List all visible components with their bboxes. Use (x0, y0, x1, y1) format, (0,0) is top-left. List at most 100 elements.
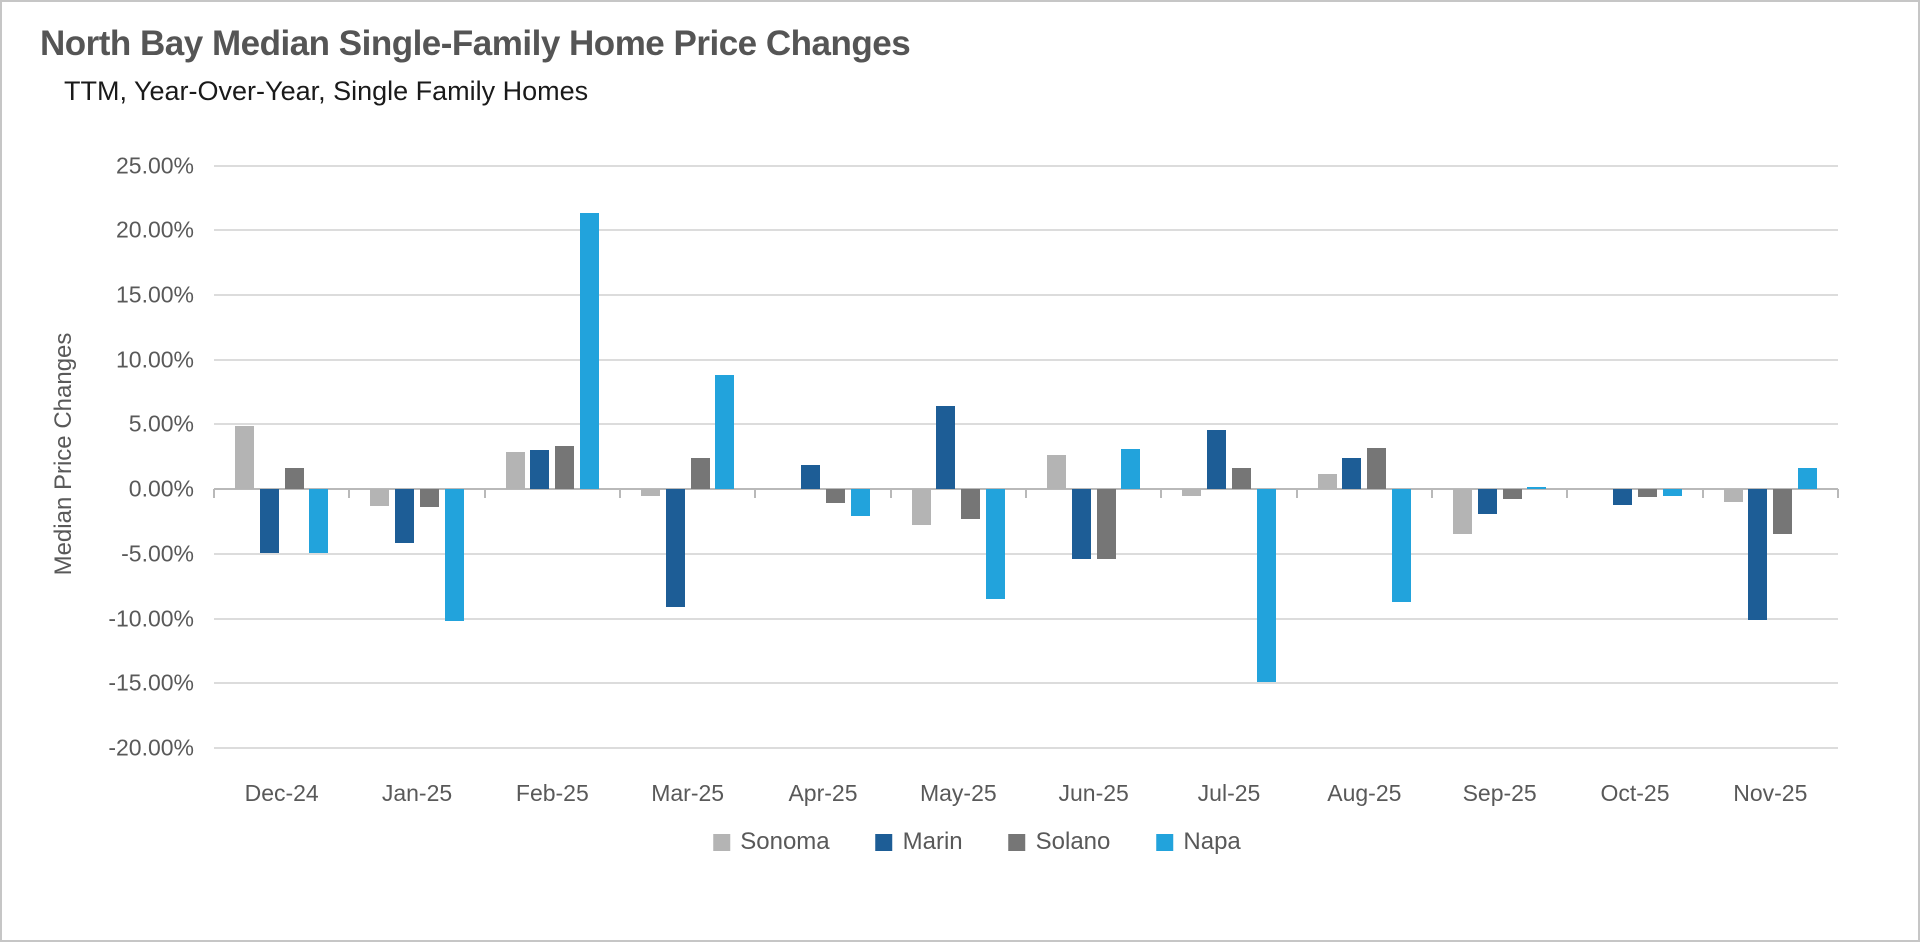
bar-sonoma-feb-25 (505, 451, 525, 490)
bar-sonoma-jun-25 (1047, 455, 1067, 490)
x-tick-label-apr-25: Apr-25 (788, 780, 858, 806)
bar-solano-jun-25 (1096, 489, 1116, 559)
x-axis-tick (1431, 489, 1433, 499)
legend-swatch-solano (1008, 833, 1026, 851)
bar-sonoma-nov-25 (1723, 489, 1743, 503)
bar-solano-jan-25 (419, 489, 439, 508)
x-tick-label-mar-25: Mar-25 (651, 780, 725, 806)
bar-marin-sep-25 (1477, 489, 1497, 514)
bar-solano-jul-25 (1231, 468, 1251, 490)
bar-marin-oct-25 (1613, 489, 1633, 505)
bar-sonoma-sep-25 (1453, 489, 1473, 535)
bar-napa-feb-25 (579, 213, 599, 490)
legend-label-marin: Marin (902, 828, 963, 855)
y-tick-label: 15.00% (115, 281, 194, 308)
x-axis-tick (1025, 489, 1027, 499)
y-tick-label: 20.00% (115, 216, 194, 243)
bar-solano-mar-25 (690, 458, 710, 490)
y-tick-label: -10.00% (108, 605, 194, 632)
bar-napa-oct-25 (1662, 489, 1682, 496)
x-tick-label-jul-25: Jul-25 (1197, 780, 1261, 806)
gridline--5.00% (214, 552, 1838, 555)
bar-solano-nov-25 (1773, 489, 1793, 535)
x-axis-tick (1295, 489, 1298, 499)
gridline--10.00% (214, 617, 1838, 620)
bar-marin-mar-25 (665, 489, 685, 607)
bar-napa-jul-25 (1256, 489, 1276, 682)
bar-sonoma-jul-25 (1182, 489, 1202, 496)
y-tick-label: -5.00% (121, 540, 194, 567)
y-tick-label: 0.00% (128, 475, 194, 502)
bar-sonoma-mar-25 (641, 489, 661, 496)
bar-marin-may-25 (936, 406, 956, 490)
bar-marin-dec-24 (259, 489, 279, 553)
legend-label-napa: Napa (1183, 828, 1241, 855)
gridline-5.00% (214, 423, 1838, 426)
x-axis-tick (1566, 489, 1569, 499)
bar-solano-feb-25 (555, 446, 575, 490)
bar-marin-apr-25 (801, 464, 821, 490)
legend-swatch-sonoma (713, 833, 731, 851)
gridline-20.00% (214, 229, 1838, 232)
bar-marin-nov-25 (1748, 489, 1768, 620)
legend-item-sonoma: Sonoma (713, 828, 830, 856)
y-tick-label: 5.00% (128, 410, 194, 437)
legend-label-sonoma: Sonoma (740, 828, 830, 855)
bar-napa-mar-25 (715, 375, 735, 490)
x-axis-tick (213, 489, 215, 499)
bar-napa-jan-25 (444, 489, 464, 622)
x-axis-tick (348, 489, 351, 499)
x-tick-label-oct-25: Oct-25 (1600, 780, 1670, 806)
bar-solano-sep-25 (1502, 489, 1522, 500)
bar-marin-jan-25 (395, 489, 415, 544)
legend-item-marin: Marin (875, 828, 963, 856)
gridline--15.00% (214, 682, 1838, 685)
bar-marin-aug-25 (1342, 458, 1362, 490)
bar-napa-jun-25 (1121, 448, 1141, 490)
bar-napa-sep-25 (1527, 486, 1547, 490)
x-axis-tick (1837, 489, 1839, 499)
gridline-25.00% (214, 164, 1838, 167)
x-tick-label-feb-25: Feb-25 (515, 780, 589, 806)
legend-swatch-marin (875, 833, 893, 851)
y-tick-label: -15.00% (108, 669, 194, 696)
x-tick-label-aug-25: Aug-25 (1327, 780, 1402, 806)
gridline-10.00% (214, 358, 1838, 361)
y-tick-label: -20.00% (108, 734, 194, 761)
bar-napa-dec-24 (309, 489, 329, 553)
x-axis-tick (1160, 489, 1163, 499)
x-tick-label-sep-25: Sep-25 (1462, 780, 1537, 806)
bar-sonoma-may-25 (911, 489, 931, 526)
legend-label-solano: Solano (1035, 828, 1111, 855)
legend-swatch-napa (1156, 833, 1174, 851)
bar-sonoma-jan-25 (370, 489, 390, 506)
x-tick-label-jun-25: Jun-25 (1058, 780, 1129, 806)
bar-sonoma-dec-24 (235, 425, 255, 490)
gridline--20.00% (214, 747, 1838, 749)
x-axis-tick (619, 489, 621, 499)
bar-sonoma-aug-25 (1317, 473, 1337, 490)
legend-item-napa: Napa (1156, 828, 1241, 856)
x-tick-label-jan-25: Jan-25 (381, 780, 453, 806)
x-tick-label-dec-24: Dec-24 (244, 780, 319, 806)
x-tick-label-may-25: May-25 (919, 780, 997, 806)
y-tick-label: 25.00% (115, 152, 194, 178)
x-axis-tick (1701, 489, 1704, 499)
y-tick-label: 10.00% (115, 346, 194, 373)
x-axis-tick (483, 489, 486, 499)
x-axis-tick (889, 489, 892, 499)
bar-marin-jul-25 (1207, 429, 1227, 490)
bar-solano-apr-25 (825, 489, 845, 504)
bar-marin-feb-25 (530, 450, 550, 490)
chart-subtitle: TTM, Year-Over-Year, Single Family Homes (64, 76, 589, 106)
gridline-15.00% (214, 293, 1838, 296)
x-axis-tick (754, 489, 757, 499)
bar-napa-aug-25 (1391, 489, 1411, 602)
bar-solano-aug-25 (1367, 447, 1387, 490)
bar-solano-oct-25 (1637, 489, 1657, 497)
bar-napa-apr-25 (850, 489, 870, 517)
chart-title: North Bay Median Single-Family Home Pric… (40, 24, 911, 63)
legend: Sonoma Marin Solano Napa (713, 828, 1241, 856)
bar-napa-may-25 (985, 489, 1005, 600)
